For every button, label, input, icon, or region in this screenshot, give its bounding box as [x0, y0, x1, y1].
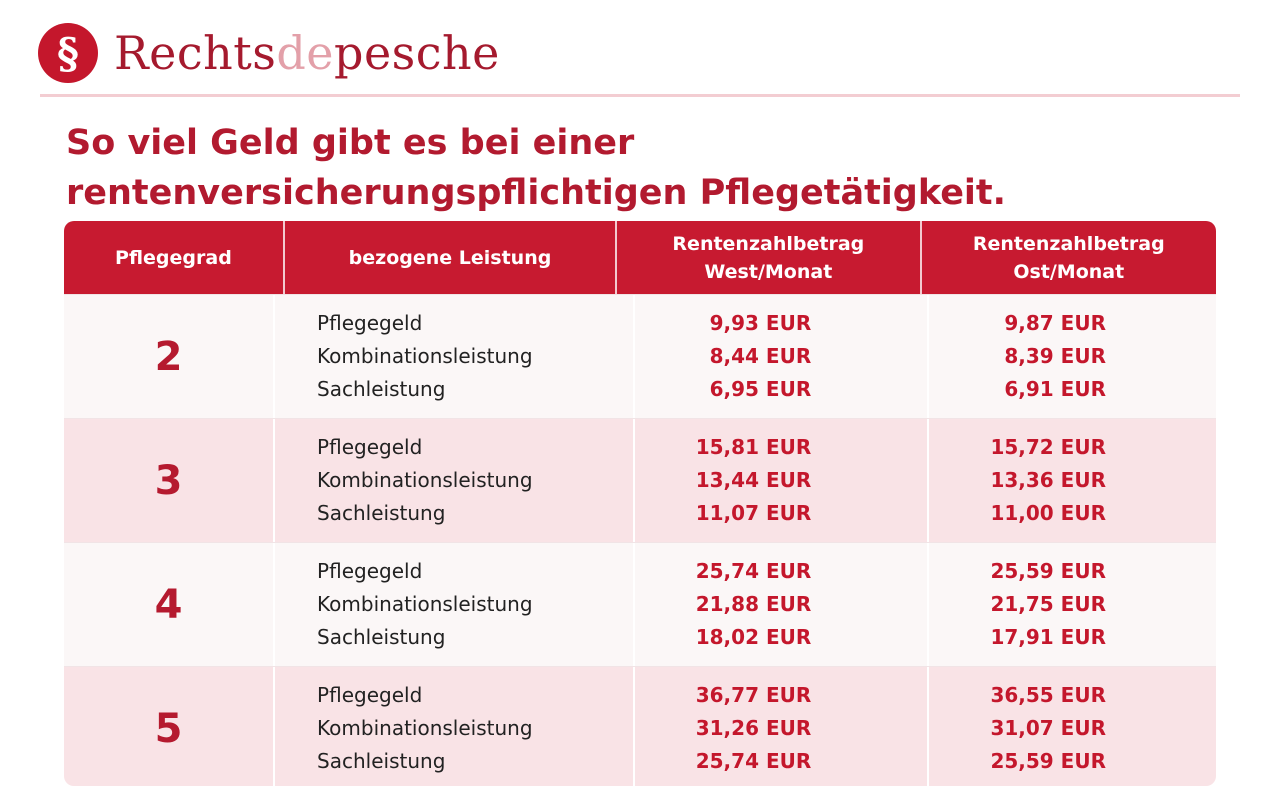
- east-amount-cell: 15,72 EUR 13,36 EUR 11,00 EUR: [929, 419, 1216, 542]
- table-row: 3 Pflegegeld Kombinationsleistung Sachle…: [64, 418, 1216, 542]
- east-amount-cell: 25,59 EUR 21,75 EUR 17,91 EUR: [929, 543, 1216, 666]
- paragraph-section-sign-icon: §: [38, 23, 98, 83]
- brand-name-part-2: de: [276, 26, 335, 80]
- pension-table: Pflegegrad bezogene Leistung Rentenzahlb…: [64, 221, 1216, 786]
- east-amount-cell: 36,55 EUR 31,07 EUR 25,59 EUR: [929, 667, 1216, 786]
- grade-cell: 5: [64, 667, 276, 786]
- west-amount: 36,77 EUR: [695, 683, 812, 707]
- west-amount: 13,44 EUR: [695, 468, 812, 492]
- header-grade-label: Pflegegrad: [115, 246, 232, 269]
- east-amount: 21,75 EUR: [990, 592, 1106, 616]
- title-line-1: So viel Geld gibt es bei einer: [66, 123, 635, 163]
- benefit-cell: Pflegegeld Kombinationsleistung Sachleis…: [275, 543, 635, 666]
- benefit-item: Kombinationsleistung: [317, 468, 533, 492]
- benefit-item: Pflegegeld: [317, 683, 423, 707]
- benefit-item: Sachleistung: [317, 377, 446, 401]
- benefit-item: Sachleistung: [317, 501, 446, 525]
- header-west-line-2: West/Monat: [704, 260, 833, 283]
- east-amount: 31,07 EUR: [990, 716, 1106, 740]
- brand-name-part-1: Rechts: [114, 26, 277, 80]
- west-amount: 18,02 EUR: [695, 625, 812, 649]
- benefit-cell: Pflegegeld Kombinationsleistung Sachleis…: [275, 667, 635, 786]
- header-west: Rentenzahlbetrag West/Monat: [617, 221, 922, 294]
- west-amount-cell: 25,74 EUR 21,88 EUR 18,02 EUR: [635, 543, 930, 666]
- west-amount: 9,93 EUR: [709, 311, 812, 335]
- west-amount-cell: 15,81 EUR 13,44 EUR 11,07 EUR: [635, 419, 930, 542]
- east-amount: 15,72 EUR: [990, 435, 1106, 459]
- benefit-cell: Pflegegeld Kombinationsleistung Sachleis…: [275, 295, 635, 418]
- west-amount: 25,74 EUR: [695, 559, 812, 583]
- west-amount: 21,88 EUR: [695, 592, 812, 616]
- table-row: 2 Pflegegeld Kombinationsleistung Sachle…: [64, 294, 1216, 418]
- benefit-item: Pflegegeld: [317, 311, 423, 335]
- east-amount: 11,00 EUR: [990, 501, 1106, 525]
- west-amount-cell: 36,77 EUR 31,26 EUR 25,74 EUR: [635, 667, 930, 786]
- west-amount: 11,07 EUR: [695, 501, 812, 525]
- grade-cell: 3: [64, 419, 276, 542]
- header-west-line-1: Rentenzahlbetrag: [672, 232, 865, 255]
- west-amount-cell: 9,93 EUR 8,44 EUR 6,95 EUR: [635, 295, 930, 418]
- header-benefit: bezogene Leistung: [285, 221, 618, 294]
- header-east-line-2: Ost/Monat: [1013, 260, 1125, 283]
- benefit-item: Kombinationsleistung: [317, 344, 533, 368]
- header-east-line-1: Rentenzahlbetrag: [972, 232, 1165, 255]
- svg-text:§: §: [57, 30, 79, 76]
- benefit-item: Pflegegeld: [317, 435, 423, 459]
- west-amount: 31,26 EUR: [695, 716, 812, 740]
- brand-name-part-3: pesche: [334, 26, 500, 80]
- east-amount: 8,39 EUR: [1004, 344, 1106, 368]
- west-amount: 15,81 EUR: [695, 435, 812, 459]
- benefit-cell: Pflegegeld Kombinationsleistung Sachleis…: [275, 419, 635, 542]
- benefit-item: Sachleistung: [317, 625, 446, 649]
- grade-cell: 4: [64, 543, 276, 666]
- east-amount: 25,59 EUR: [990, 559, 1106, 583]
- table-header: Pflegegrad bezogene Leistung Rentenzahlb…: [64, 221, 1216, 294]
- benefit-item: Kombinationsleistung: [317, 716, 533, 740]
- west-amount: 25,74 EUR: [695, 749, 812, 773]
- east-amount: 17,91 EUR: [990, 625, 1106, 649]
- header-divider: [40, 94, 1240, 97]
- header-east: Rentenzahlbetrag Ost/Monat: [922, 221, 1216, 294]
- title-line-2: rentenversicherungspflichtigen Pflegetät…: [66, 173, 1006, 213]
- east-amount-cell: 9,87 EUR 8,39 EUR 6,91 EUR: [929, 295, 1216, 418]
- west-amount: 6,95 EUR: [709, 377, 812, 401]
- west-amount: 8,44 EUR: [709, 344, 812, 368]
- east-amount: 36,55 EUR: [990, 683, 1106, 707]
- east-amount: 6,91 EUR: [1004, 377, 1106, 401]
- table-row: 5 Pflegegeld Kombinationsleistung Sachle…: [64, 666, 1216, 786]
- east-amount: 13,36 EUR: [990, 468, 1106, 492]
- benefit-item: Kombinationsleistung: [317, 592, 533, 616]
- grade-cell: 2: [64, 295, 276, 418]
- east-amount: 9,87 EUR: [1004, 311, 1106, 335]
- table-row: 4 Pflegegeld Kombinationsleistung Sachle…: [64, 542, 1216, 666]
- benefit-item: Pflegegeld: [317, 559, 423, 583]
- brand-header: § Rechtsdepesche: [38, 18, 500, 88]
- page-title: So viel Geld gibt es bei einer rentenver…: [66, 118, 1216, 218]
- header-benefit-label: bezogene Leistung: [348, 246, 552, 269]
- benefit-item: Sachleistung: [317, 749, 446, 773]
- brand-name: Rechtsdepesche: [114, 30, 500, 76]
- east-amount: 25,59 EUR: [990, 749, 1106, 773]
- header-grade: Pflegegrad: [64, 221, 285, 294]
